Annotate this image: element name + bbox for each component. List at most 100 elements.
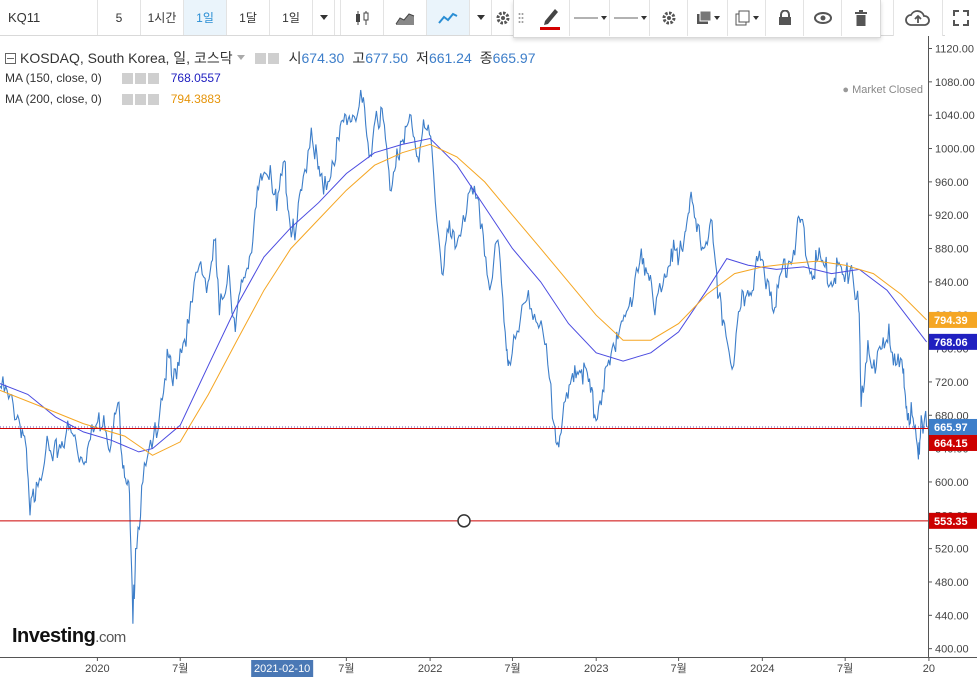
ma200-line [0,143,927,456]
crosshair-date-label: 2021-02-10 [254,663,310,675]
y-tick-label: 960.00 [935,177,969,189]
ma200-eye-toggle[interactable] [121,93,133,105]
area-chart-icon [395,12,415,25]
y-tick-label: 600.00 [935,477,969,489]
legend-ma200: MA (200, close, 0) 794.3883 [5,92,221,106]
ohlc-open-value: 674.30 [301,50,345,66]
legend-title: KOSDAQ, South Korea, 일, 코스닥 [20,50,233,66]
lock-button[interactable] [766,0,804,36]
y-tick-label: 840.00 [935,277,969,289]
x-tick-label: 7월 [504,662,520,675]
collapse-legend-icon[interactable] [5,52,16,64]
price-label: 664.15 [934,438,968,450]
price-label: 553.35 [934,516,968,528]
x-tick-label: 7월 [670,662,686,675]
price-label: 768.06 [934,337,968,349]
price-label-box [929,418,977,435]
y-tick-label: 440.00 [935,610,969,622]
chart-area[interactable]: 400.00440.00480.00520.00560.00600.00640.… [0,36,977,679]
logo-main: Investing [12,625,96,647]
ma150-delete-toggle[interactable] [147,72,159,84]
delete-button[interactable] [842,0,880,36]
lock-icon [778,10,791,25]
x-tick-label: 7월 [338,662,354,675]
ma150-label: MA (150, close, 0) [5,71,102,85]
y-tick-label: 520.00 [935,544,969,556]
price-label-box [929,434,977,451]
y-tick-label: 1120.00 [935,44,974,56]
ma200-settings-toggle[interactable] [134,93,146,105]
price-label-box [929,333,977,350]
price-label: 665.97 [934,422,968,434]
market-status: ● Market Closed [842,84,923,96]
line-style-icon [613,16,647,20]
ohlc-close-value: 665.97 [492,50,536,66]
chevron-down-icon[interactable] [236,55,247,61]
legend-eye-toggle[interactable] [254,52,266,64]
fullscreen-button[interactable] [945,0,977,36]
x-tick-label: 7월 [837,662,853,675]
line-style-button[interactable] [610,0,650,36]
chart-type-dropdown-button[interactable] [470,0,492,35]
x-tick-label: 2024 [750,663,774,675]
x-tick-label: 2022 [418,663,442,675]
line-width-button[interactable] [570,0,610,36]
pencil-icon [539,9,560,30]
y-tick-label: 1040.00 [935,110,975,122]
chevron-down-icon [319,15,328,20]
eye-icon [813,12,832,24]
ma150-value: 768.0557 [170,71,221,85]
y-tick-label: 920.00 [935,210,969,222]
line-chart-icon [438,12,458,24]
candlestick-chart-button[interactable] [341,0,384,35]
visual-order-button[interactable] [688,0,728,36]
drawing-toolbar [513,0,881,38]
visibility-button[interactable] [804,0,842,36]
y-tick-label: 400.00 [935,644,969,656]
layers-icon [696,10,720,24]
ma150-settings-toggle[interactable] [134,72,146,84]
y-tick-label: 1080.00 [935,77,975,89]
area-chart-button[interactable] [384,0,427,35]
candlestick-icon [356,10,369,25]
y-tick-label: 880.00 [935,244,969,256]
fullscreen-icon [953,10,969,26]
ohlc-low-value: 661.24 [428,50,472,66]
market-status-text: Market Closed [852,84,923,96]
line-color-button[interactable] [530,0,570,36]
ohlc-high-label: 고 [352,50,366,66]
investing-logo: Investing.com [12,625,126,648]
drawing-settings-button[interactable] [650,0,688,36]
ma200-value: 794.3883 [170,92,221,106]
legend-settings-toggle[interactable] [267,52,279,64]
logo-suffix: .com [95,629,126,646]
symbol-input[interactable]: KQ11 [0,0,98,35]
toolbar-divider [335,0,341,35]
gear-icon [496,11,510,24]
save-cloud-button[interactable] [893,0,943,36]
ohlc-low-label: 저 [416,50,429,66]
y-tick-label: 1000.00 [935,144,975,156]
ma200-delete-toggle[interactable] [147,93,159,105]
price-label: 794.39 [934,315,968,327]
interval-1mo-button[interactable]: 1달 [227,0,270,35]
x-tick-label: 2023 [584,663,608,675]
y-tick-label: 720.00 [935,377,969,389]
crosshair-date-box [251,660,314,677]
interval-5m-button[interactable]: 5 [98,0,141,35]
interval-extra-button[interactable]: 1일 [270,0,313,35]
interval-1h-button[interactable]: 1시간 [141,0,184,35]
price-chart[interactable]: 400.00440.00480.00520.00560.00600.00640.… [0,36,977,679]
settings-button[interactable] [492,0,514,35]
x-tick-label: 2020 [85,663,109,675]
interval-1d-button[interactable]: 1일 [184,0,227,35]
clone-button[interactable] [728,0,766,36]
ma150-eye-toggle[interactable] [121,72,133,84]
cloud-upload-icon [905,10,930,26]
interval-dropdown-button[interactable] [313,0,335,35]
gear-icon [662,11,675,25]
ohlc-close-label: 종 [479,50,493,66]
x-tick-label: 7월 [172,662,188,675]
line-chart-button[interactable] [427,0,470,35]
drag-handle[interactable] [514,0,528,36]
